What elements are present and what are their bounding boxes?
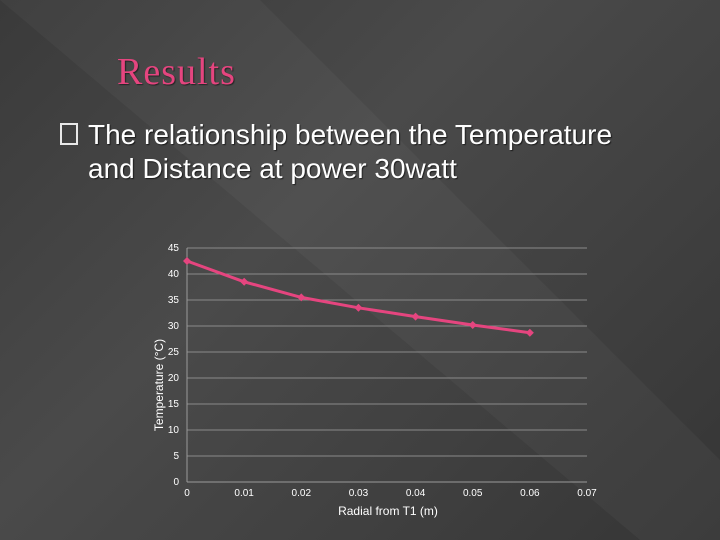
data-point [240, 277, 249, 286]
slide-title: Results [117, 51, 236, 93]
y-tick-label: 45 [168, 243, 180, 254]
x-tick-label: 0.04 [406, 488, 426, 499]
data-point [468, 320, 477, 329]
bullet-line-2: and Distance at power 30watt [88, 153, 457, 184]
x-tick-label: 0.01 [234, 488, 254, 499]
x-tick-label: 0.03 [349, 488, 369, 499]
x-axis-label: Radial from T1 (m) [338, 504, 438, 518]
y-tick-label: 20 [168, 373, 180, 384]
x-tick-label: 0.02 [292, 488, 312, 499]
y-tick-label: 30 [168, 321, 180, 332]
y-axis-label: Temperature (°C) [152, 339, 166, 431]
y-tick-label: 5 [173, 451, 179, 462]
data-point [297, 293, 306, 302]
data-point [183, 257, 191, 265]
x-tick-label: 0 [184, 488, 190, 499]
y-tick-label: 0 [173, 477, 179, 488]
y-tick-label: 10 [168, 425, 180, 436]
x-tick-label: 0.07 [577, 488, 597, 499]
x-tick-label: 0.06 [520, 488, 540, 499]
series-line [186, 259, 531, 335]
data-point [411, 312, 420, 321]
y-tick-label: 40 [168, 269, 180, 280]
bullet-line-1: The relationship between the Temperature [88, 119, 613, 150]
data-point [525, 328, 534, 337]
chart-tick-labels: 0 5 10 15 20 25 30 35 40 45 0 0.01 0.02 0.03 0.04 0.05 0… [168, 243, 597, 499]
data-point [354, 303, 363, 312]
chart-series [183, 257, 534, 337]
y-tick-label: 35 [168, 295, 180, 306]
bullet-text: The relationship between the Temperature… [88, 118, 708, 186]
chart-gridlines [187, 247, 587, 457]
x-tick-label: 0.05 [463, 488, 483, 499]
y-tick-label: 25 [168, 347, 180, 358]
y-tick-label: 15 [168, 399, 180, 410]
chart-axes [186, 248, 587, 483]
bullet-box-icon [60, 123, 78, 145]
